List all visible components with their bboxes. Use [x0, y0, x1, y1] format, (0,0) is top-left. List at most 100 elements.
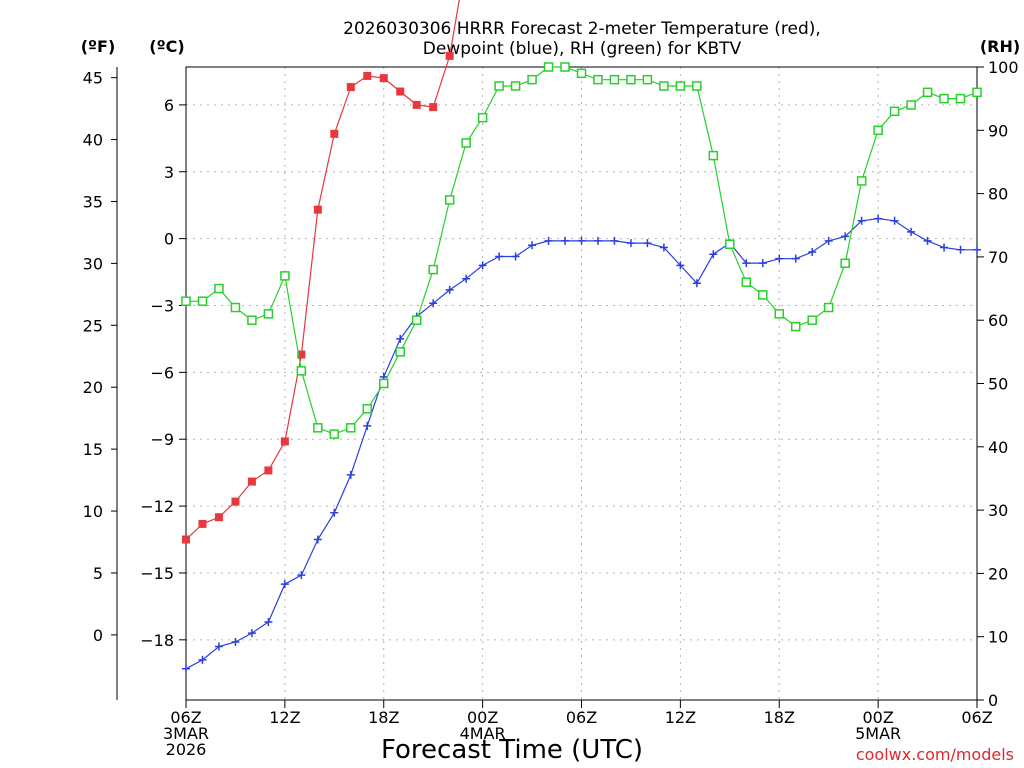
dewpoint-point	[824, 236, 833, 245]
dewpoint-point	[182, 664, 190, 673]
rh-tick-label: 60	[988, 311, 1008, 330]
fahrenheit-tick-label: 25	[83, 316, 103, 335]
rh-point	[708, 150, 719, 161]
dewpoint-point	[577, 236, 586, 245]
fahrenheit-tick-label: 40	[83, 131, 103, 150]
rh-point	[741, 277, 752, 287]
temperature-point	[412, 100, 421, 109]
temperature-point	[445, 51, 454, 60]
dewpoint-point	[610, 236, 619, 245]
x-tick-label: 06Z	[566, 708, 597, 727]
dewpoint-point	[643, 239, 652, 248]
celsius-tick-label: −9	[150, 430, 174, 449]
x-tick-label: 06Z	[961, 708, 992, 727]
dewpoint-point	[940, 243, 949, 252]
fahrenheit-tick-label: 45	[83, 69, 103, 88]
temperature-point	[313, 205, 322, 214]
dewpoint-point	[346, 470, 355, 479]
dewpoint-point	[676, 261, 685, 270]
dewpoint-point	[396, 334, 405, 343]
dewpoint-point	[445, 285, 454, 294]
rh-tick-label: 10	[988, 628, 1008, 647]
x-tick-label: 3MAR	[163, 724, 209, 743]
temperature-point	[363, 71, 372, 80]
data-series	[181, 0, 982, 673]
x-tick-label: 2026	[166, 740, 207, 759]
rh-point	[560, 62, 570, 72]
rh-point	[411, 315, 422, 325]
dewpoint-point	[495, 252, 504, 261]
x-tick-label: 12Z	[269, 708, 300, 727]
rh-point	[477, 112, 488, 123]
x-tick-label: 18Z	[764, 708, 795, 727]
rh-point	[955, 93, 966, 104]
dewpoint-point	[874, 214, 883, 223]
fahrenheit-tick-label: 15	[83, 440, 103, 459]
fahrenheit-tick-label: 0	[93, 626, 103, 645]
rh-point	[395, 347, 405, 357]
fahrenheit-tick-label: 5	[93, 564, 103, 583]
celsius-tick-label: −15	[140, 564, 174, 583]
rh-point	[494, 81, 504, 91]
fahrenheit-tick-label: 10	[83, 502, 103, 521]
x-tick-label: 06Z	[170, 708, 201, 727]
rh-point	[214, 283, 224, 294]
rh-point	[692, 81, 702, 91]
rh-point	[873, 125, 883, 136]
x-axis-label: Forecast Time (UTC)	[381, 735, 643, 765]
temperature-point	[264, 466, 273, 475]
dewpoint-point	[907, 227, 916, 236]
rh-point	[823, 302, 834, 313]
chart-title-line-1: 2026030306 HRRR Forecast 2-meter Tempera…	[343, 19, 821, 39]
celsius-tick-label: −3	[150, 296, 174, 315]
rh-point	[313, 423, 323, 433]
celsius-tick-label: −12	[140, 497, 174, 516]
rh-point	[362, 404, 373, 414]
rh-point	[609, 74, 620, 85]
credit-text: coolwx.com/models	[856, 745, 1014, 764]
rh-point	[626, 74, 636, 85]
dewpoint-point	[280, 580, 289, 589]
rh-point	[346, 423, 356, 433]
rh-tick-label: 0	[988, 691, 998, 710]
rh-point	[197, 296, 208, 306]
dewpoint-point	[264, 617, 273, 626]
dewpoint-point	[923, 236, 932, 245]
dewpoint-point	[709, 250, 718, 259]
rh-point	[889, 106, 900, 117]
dewpoint-point	[330, 508, 339, 517]
rh-tick-label: 80	[988, 185, 1008, 204]
x-tick-label: 18Z	[368, 708, 399, 727]
rh-point	[280, 271, 290, 281]
dewpoint-point	[626, 239, 635, 248]
dewpoint-point	[775, 254, 784, 263]
dewpoint-point	[478, 261, 487, 270]
dewpoint-point	[313, 535, 322, 544]
dewpoint-point	[561, 236, 570, 245]
dewpoint-point	[841, 232, 850, 241]
temperature-point	[280, 437, 289, 446]
fahrenheit-tick-label: 30	[83, 254, 103, 273]
rh-point	[230, 302, 241, 313]
rh-point	[444, 195, 455, 205]
rh-point	[675, 81, 686, 91]
rh-tick-label: 40	[988, 438, 1008, 457]
temperature-point	[182, 535, 190, 544]
rh-point	[527, 74, 537, 85]
temperature-point	[330, 129, 339, 138]
rh-tick-label: 20	[988, 564, 1008, 583]
dewpoint-line	[185, 217, 977, 670]
rh-point	[774, 309, 784, 319]
rh-point	[790, 321, 801, 332]
rh-point	[247, 315, 257, 325]
rh-point	[856, 176, 867, 186]
rh-point	[840, 258, 850, 268]
dewpoint-point	[956, 245, 965, 254]
dewpoint-point	[363, 421, 372, 430]
dewpoint-point	[214, 642, 223, 651]
dewpoint-point	[198, 655, 207, 664]
fahrenheit-tick-label: 20	[83, 378, 103, 397]
rh-point	[939, 93, 949, 104]
temperature-point	[198, 519, 207, 528]
